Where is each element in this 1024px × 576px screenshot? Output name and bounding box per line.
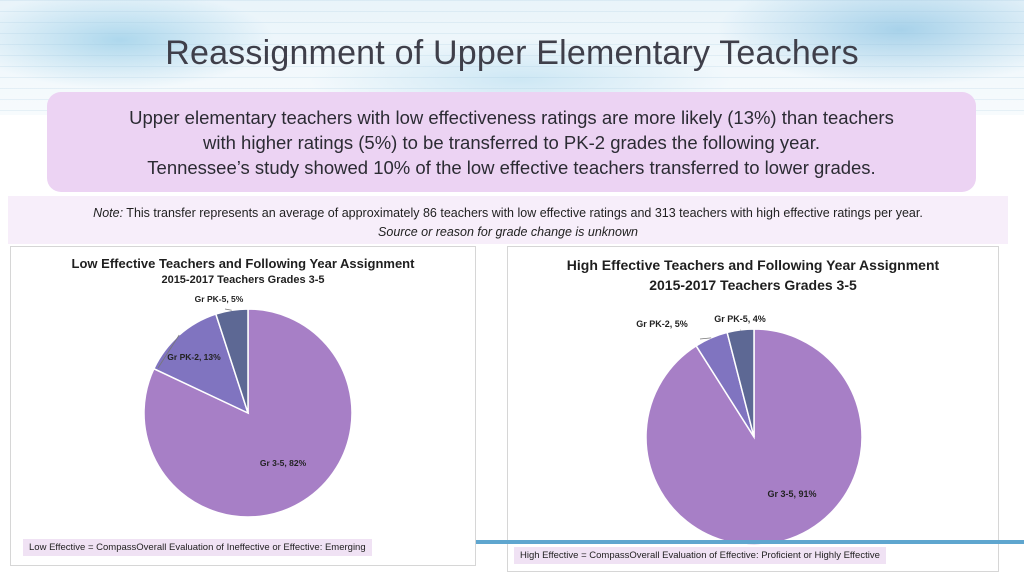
low-effective-pie-chart: Gr 3-5, 82% Gr PK-2, 13% Gr PK-5, 5% xyxy=(143,294,353,518)
chart-footnote: High Effective = CompassOverall Evaluati… xyxy=(514,547,886,564)
summary-box: Upper elementary teachers with low effec… xyxy=(47,92,976,192)
data-label: Gr PK-5, 5% xyxy=(195,294,244,304)
summary-line-3: Tennessee’s study showed 10% of the low … xyxy=(147,156,876,178)
high-effective-chart-panel: High Effective Teachers and Following Ye… xyxy=(507,246,999,572)
data-label: Gr 3-5, 91% xyxy=(767,489,816,499)
chart-footnote: Low Effective = CompassOverall Evaluatio… xyxy=(23,539,372,556)
data-label: Gr PK-2, 5% xyxy=(636,319,688,329)
note-source: Source or reason for grade change is unk… xyxy=(378,225,638,239)
note-text: This transfer represents an average of a… xyxy=(123,206,923,220)
chart-subtitle: 2015-2017 Teachers Grades 3-5 xyxy=(649,277,857,293)
chart-title: High Effective Teachers and Following Ye… xyxy=(566,257,940,273)
leader-line xyxy=(699,337,712,340)
data-label: Gr PK-5, 4% xyxy=(714,314,766,324)
pie-slice xyxy=(726,328,755,438)
data-label: Gr PK-2, 13% xyxy=(167,352,221,362)
chart-subtitle: 2015-2017 Teachers Grades 3-5 xyxy=(161,274,325,286)
note-band: Note: This transfer represents an averag… xyxy=(8,196,1008,244)
leader-line xyxy=(157,334,180,369)
leader-line xyxy=(224,308,232,311)
low-effective-chart-panel: Low Effective Teachers and Following Yea… xyxy=(10,246,476,566)
note-label: Note: xyxy=(93,206,124,220)
accent-bar xyxy=(476,540,1024,544)
data-label: Gr 3-5, 82% xyxy=(260,458,307,468)
summary-line-2: with higher ratings (5%) to be transferr… xyxy=(203,131,820,153)
high-effective-pie-chart: Gr 3-5, 91% Gr PK-2, 5% Gr PK-5, 4% xyxy=(636,314,863,546)
slide-title: Reassignment of Upper Elementary Teacher… xyxy=(165,34,859,72)
note-line: Note: This transfer represents an averag… xyxy=(8,206,1008,220)
summary-line-1: Upper elementary teachers with low effec… xyxy=(129,106,894,128)
chart-title: Low Effective Teachers and Following Yea… xyxy=(71,256,415,271)
